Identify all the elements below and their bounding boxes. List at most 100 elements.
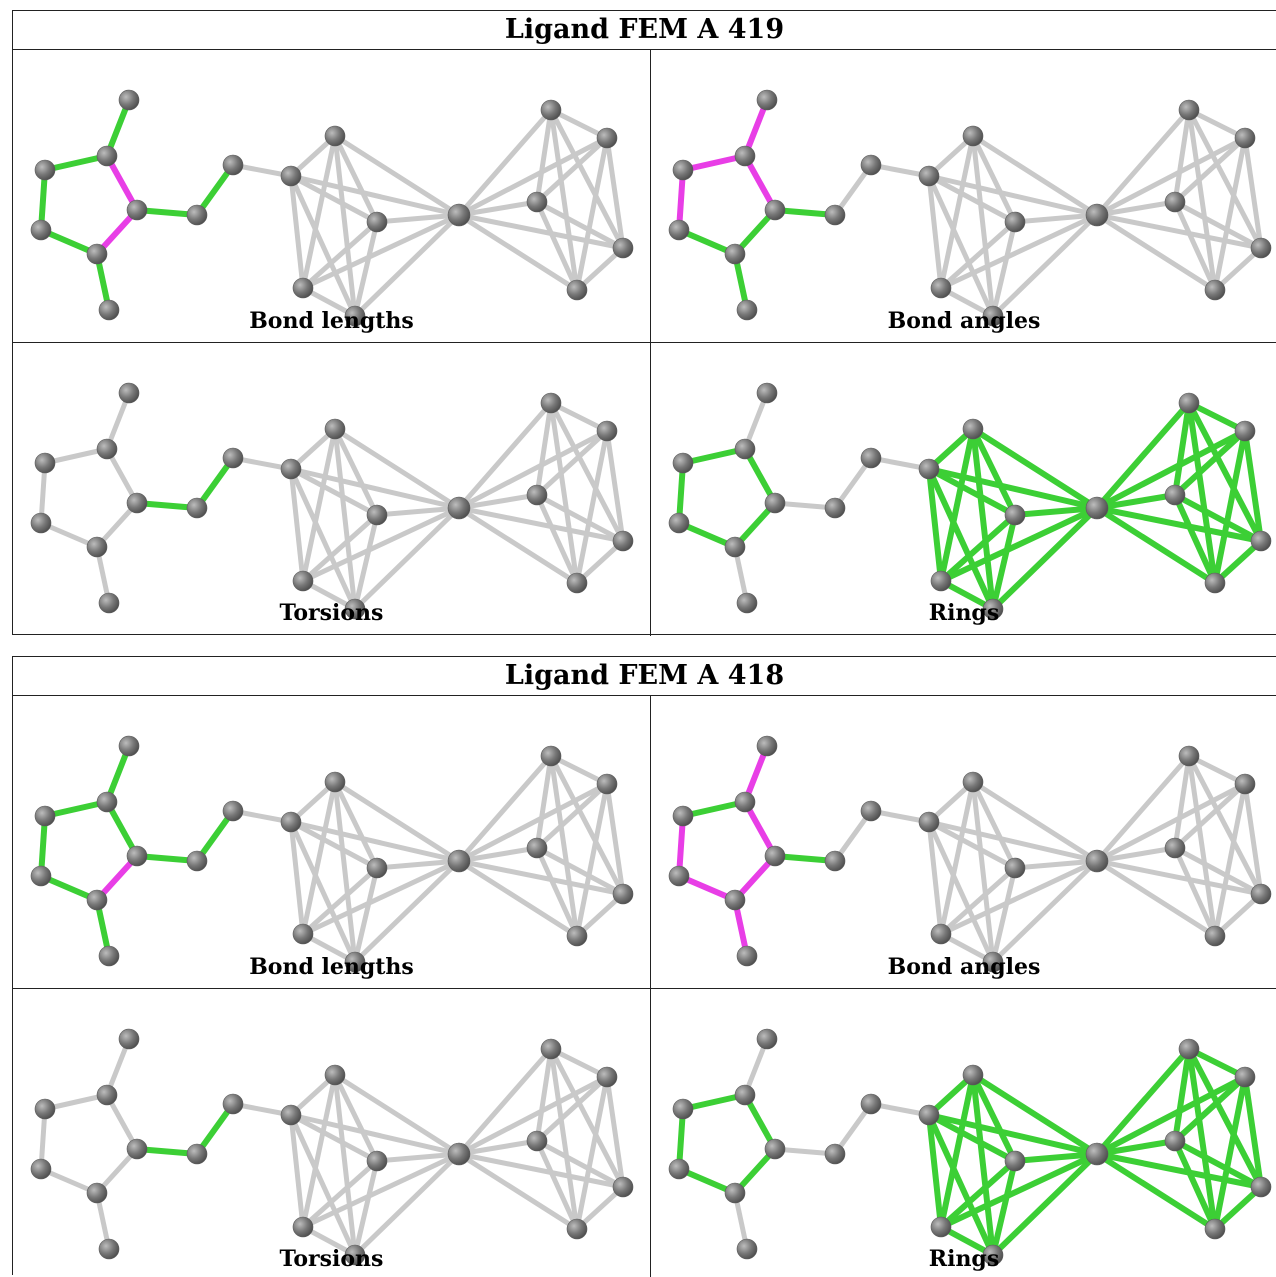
atom [724,1182,746,1204]
atom [736,945,758,967]
bond [456,781,610,864]
bond [1012,858,1100,871]
bond [288,173,306,291]
bond [456,1151,580,1232]
bond [352,512,380,612]
bond [1094,858,1218,939]
ligand-block-2: Ligand FEM A 418 Bond lengths Bond angle… [12,656,1276,1277]
bond [1186,753,1264,897]
panel-caption: Torsions [279,600,384,626]
atom [764,492,786,514]
bond [548,400,580,586]
bond [1172,135,1248,205]
atom [930,277,952,299]
atom [566,572,588,594]
bond [332,779,358,965]
atom [962,125,984,147]
grid-divider-vertical [650,696,651,1277]
bond [456,107,554,218]
panel-bond-lengths: Bond lengths [13,696,650,988]
bond-highlight [1012,505,1100,518]
bond [534,492,580,586]
atom [982,305,1004,327]
bond [332,426,358,612]
bond-highlight [42,153,110,173]
bond-highlight [938,1072,976,1230]
atom [1164,1130,1186,1152]
bond [456,753,554,864]
bond [456,845,540,864]
atom [982,598,1004,620]
atom [86,1182,108,1204]
bond-highlight [970,426,996,612]
bond [926,173,944,291]
bond [1094,212,1264,251]
atom [962,771,984,793]
bond [574,245,626,293]
atom [366,1150,388,1172]
bond-highlight [1212,538,1264,586]
bond [332,426,462,511]
bond [288,819,462,864]
bond [938,219,1018,291]
bond-highlight [1186,1046,1248,1080]
atom [1250,237,1272,259]
bond [574,781,610,939]
atom [324,418,346,440]
atom [1250,530,1272,552]
bond [970,133,1100,218]
atom [724,889,746,911]
atom [824,850,846,872]
bond [548,107,580,293]
bond [352,865,380,965]
bond [574,1074,610,1232]
molecule-diagram [30,735,634,973]
bond [288,173,358,319]
atom [280,165,302,187]
atom [612,1176,634,1198]
atom [756,1028,778,1050]
bond [534,1138,626,1190]
panel-caption: Rings [928,600,1000,626]
bond [926,173,1018,225]
bond-highlight [1172,492,1264,544]
bond [534,135,610,205]
bond [926,819,944,937]
bond [604,135,626,251]
atom [756,382,778,404]
atom [118,1028,140,1050]
bond-highlight [970,1072,1018,1164]
bond-highlight [1186,400,1218,586]
bond [300,1072,338,1230]
bond [332,133,462,218]
bond-highlight [1172,428,1248,498]
bond [300,1158,380,1230]
bond [926,173,1100,218]
atom [1164,837,1186,859]
atom [186,1143,208,1165]
bond [574,1184,626,1232]
bond [352,858,462,965]
atom [344,1244,366,1266]
atom [1085,496,1109,520]
bond [300,426,338,584]
bond-highlight [1172,1138,1264,1190]
atom [540,745,562,767]
atom [612,883,634,905]
atom [292,570,314,592]
bond [332,1072,462,1157]
bond [1172,199,1218,293]
atom [447,496,471,520]
bond-highlight [1094,492,1178,511]
atom [668,512,690,534]
atom [324,1064,346,1086]
bond [938,212,1100,291]
bond [288,466,306,584]
bond [970,133,1018,225]
bond [42,1092,110,1112]
bond [1094,858,1264,897]
bond [1186,107,1218,293]
atom [734,791,756,813]
atom [1085,849,1109,873]
atom [540,99,562,121]
